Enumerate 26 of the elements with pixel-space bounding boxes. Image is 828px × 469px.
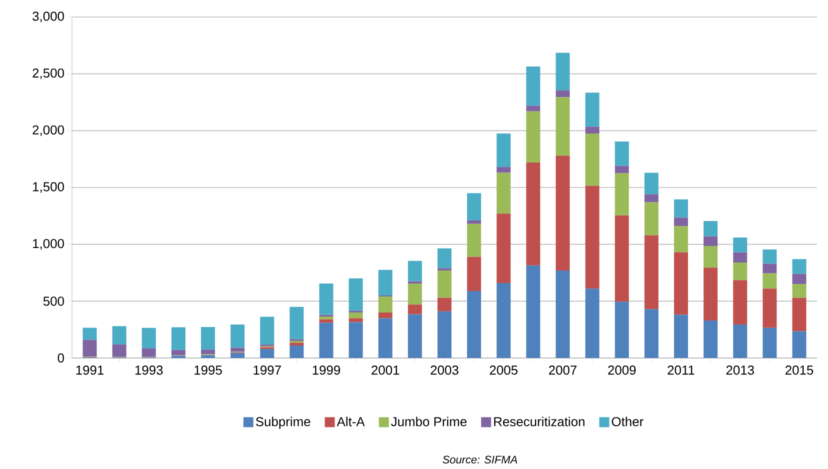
legend-label: Subprime [256, 416, 310, 429]
source-note: Source: SIFMA [442, 456, 518, 464]
y-tick-label: 1,500 [33, 182, 64, 193]
x-tick-label: 1999 [312, 366, 340, 375]
legend-label: Jumbo Prime [391, 416, 467, 426]
x-tick-label: 1997 [254, 366, 281, 375]
legend-label: Other [612, 416, 644, 426]
x-tick-label: 2015 [786, 366, 814, 375]
y-tick-label: 2,500 [32, 68, 64, 80]
y-tick-label: 1,000 [33, 238, 64, 250]
x-tick-label: 2005 [490, 366, 518, 375]
y-tick-label: 0 [58, 353, 64, 363]
x-tick-label: 2007 [549, 366, 577, 375]
x-tick-label: 2009 [608, 366, 636, 375]
legend-label: Resecuritization [494, 416, 584, 426]
y-tick-label: 2,000 [32, 125, 64, 136]
x-tick-label: 1993 [135, 366, 163, 375]
x-tick-label: 2003 [430, 366, 458, 375]
y-tick-label: 500 [43, 296, 64, 306]
x-tick-label: 1991 [76, 366, 104, 375]
legend-label: Alt-A [336, 416, 365, 426]
x-tick-label: 2011 [668, 366, 694, 375]
x-tick-label: 2001 [372, 366, 400, 375]
x-tick-label: 1995 [194, 366, 222, 375]
x-tick-label: 2013 [726, 366, 754, 375]
y-tick-label: 3,000 [32, 12, 64, 22]
